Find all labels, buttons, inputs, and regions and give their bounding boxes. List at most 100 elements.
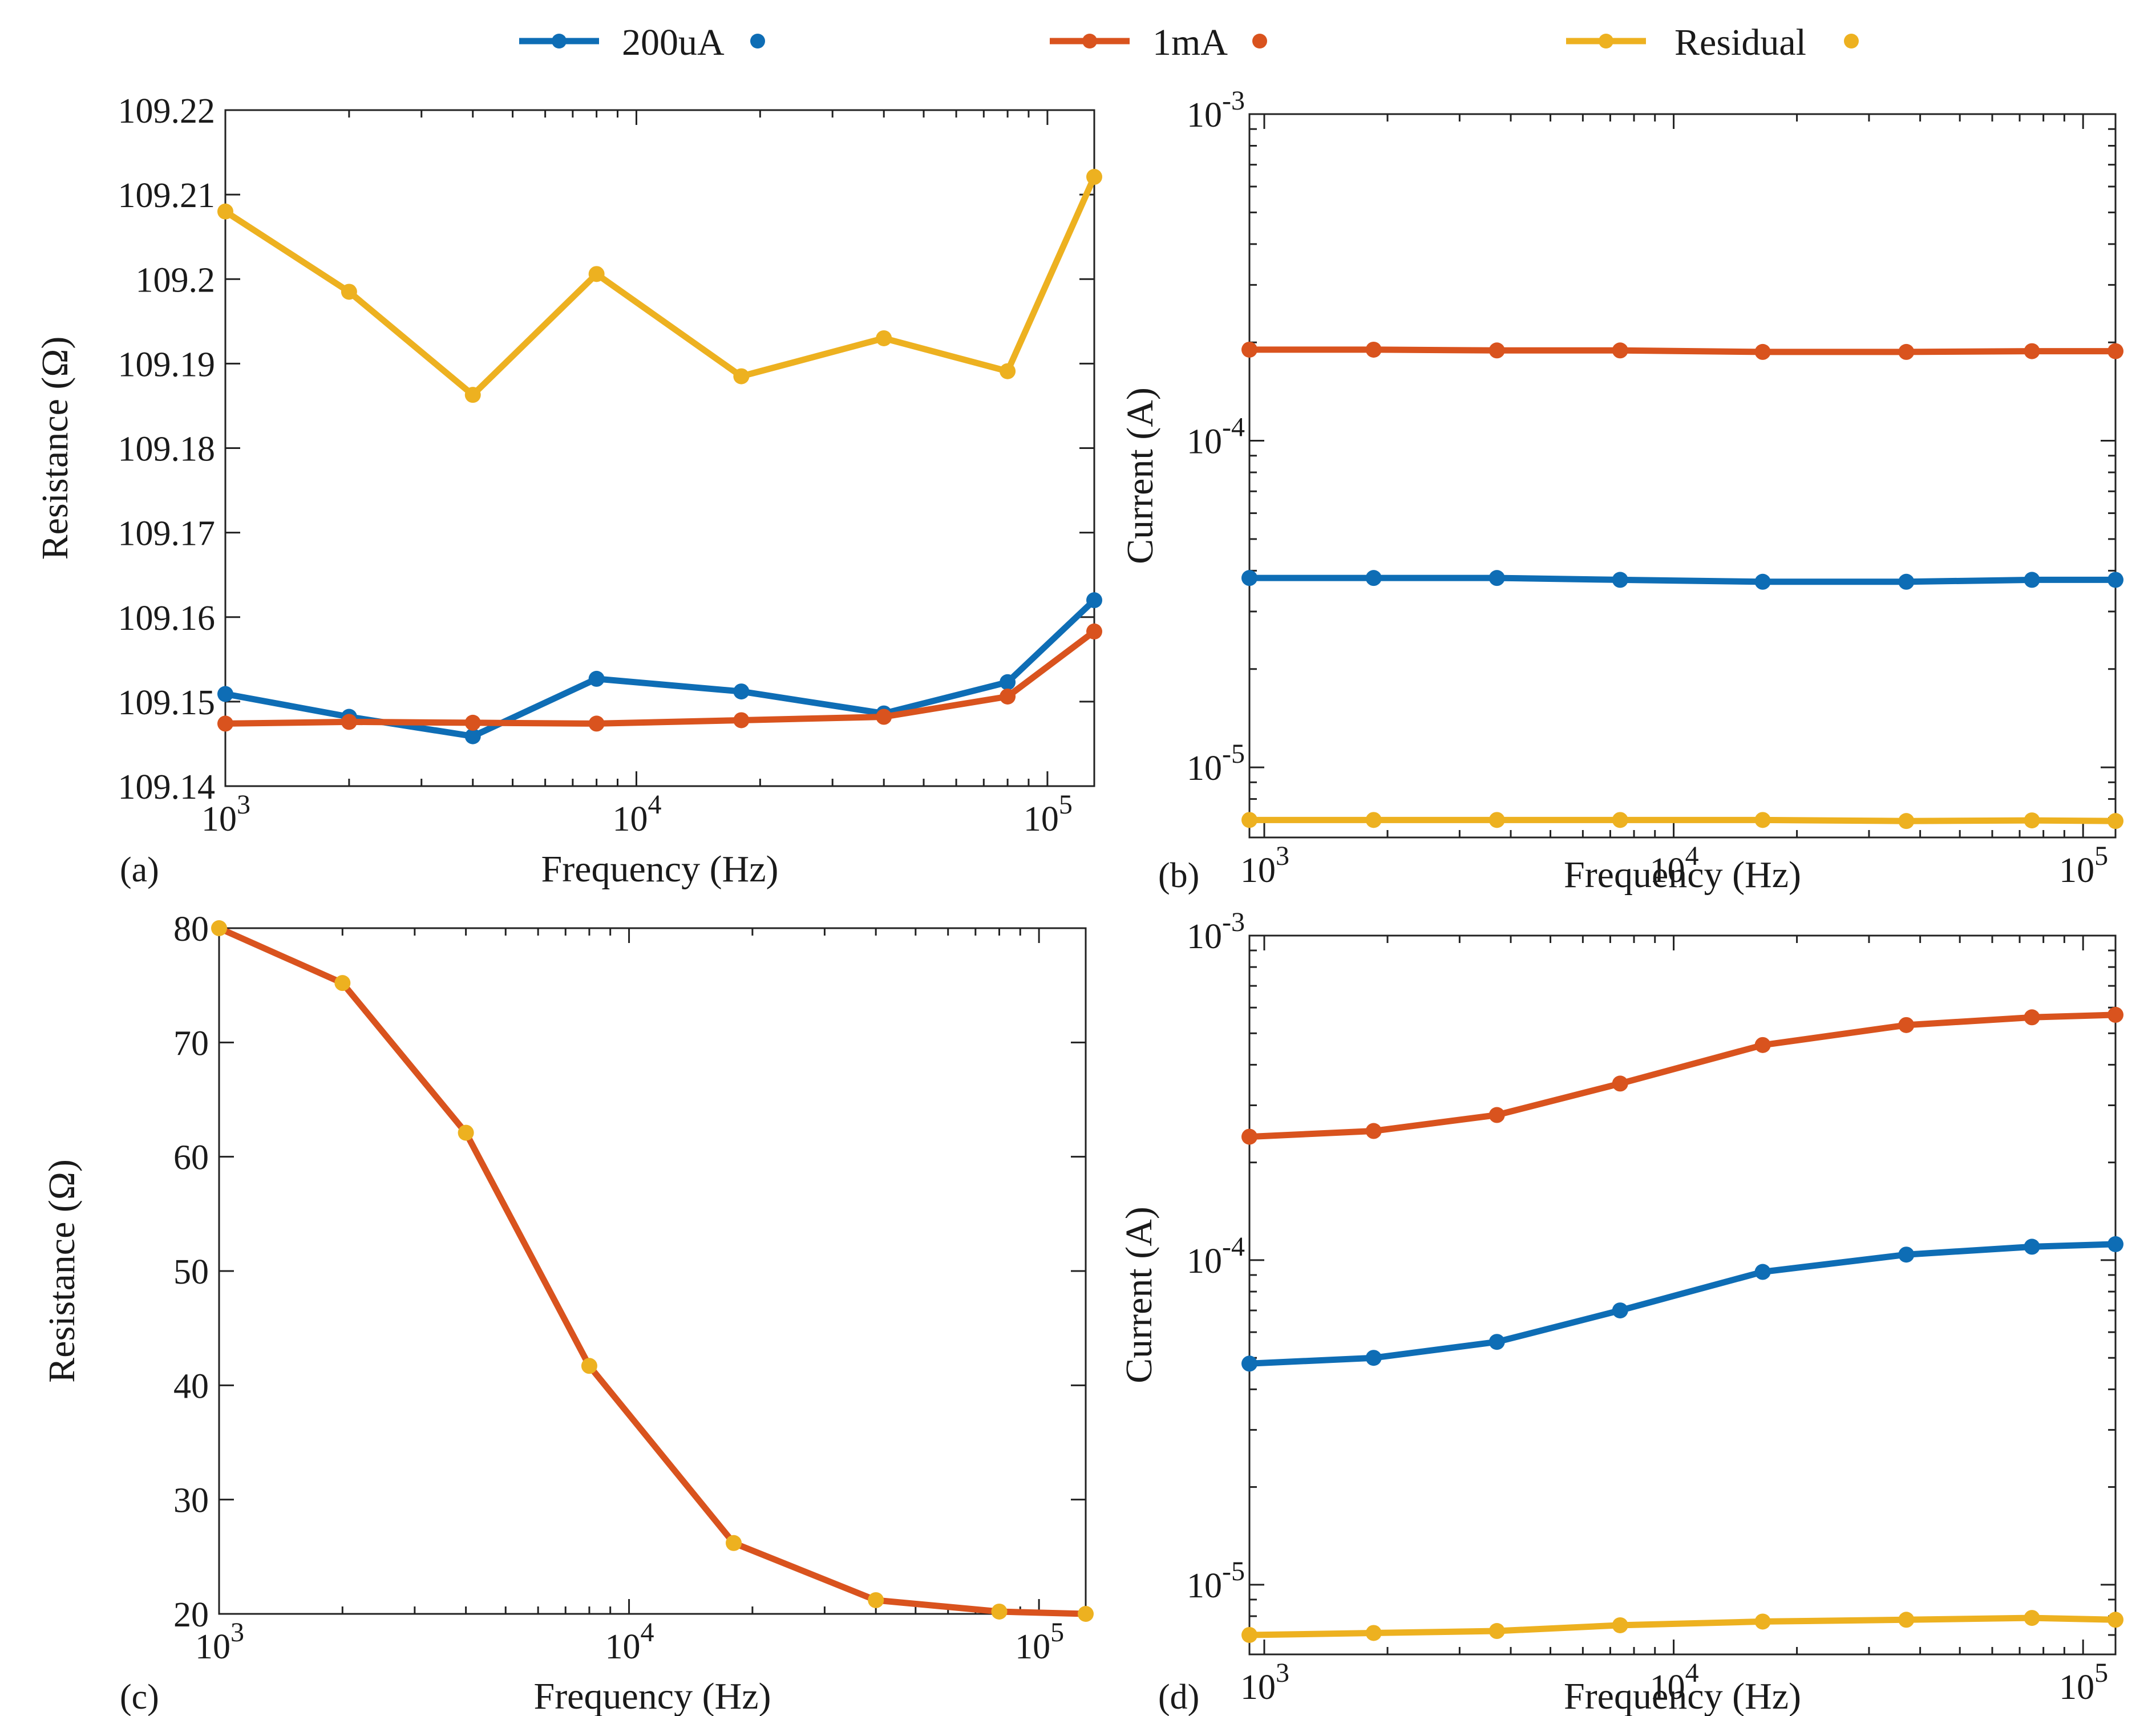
legend-label-residual: Residual (1674, 22, 1806, 63)
x-tick-label: 105 (1015, 1617, 1064, 1666)
panel-a: 103 104 105109.14109.15109.16109.17109.181… (34, 92, 1102, 890)
x-tick-label-exponent: 3 (1276, 841, 1289, 871)
x-tick-label-base: 10 (1015, 1628, 1050, 1666)
y-tick-label-exponent: -4 (1222, 1232, 1245, 1262)
series-line-200ua (1246, 574, 2119, 585)
y-tick-label: 50 (173, 1253, 209, 1292)
data-point-200ua (2108, 572, 2123, 588)
data-point-1ma (581, 1358, 597, 1374)
data-point-residual (733, 368, 750, 385)
series-line-1ma (1246, 346, 2119, 355)
data-point-residual (2108, 813, 2123, 829)
y-tick-label: 80 (173, 910, 209, 949)
data-point-200ua (1612, 572, 1628, 588)
x-tick-label-base: 10 (605, 1628, 641, 1666)
data-point-1ma (2108, 343, 2123, 359)
data-point-200ua (1898, 1246, 1915, 1263)
data-point-1ma (217, 715, 233, 732)
data-point-residual (1488, 812, 1505, 828)
data-point-1ma (1241, 1128, 1257, 1145)
series-residual (217, 169, 1102, 403)
data-point-residual (217, 203, 233, 220)
data-point-residual (1365, 1625, 1382, 1641)
data-point-1ma (2024, 343, 2040, 359)
data-point-200ua (1241, 1355, 1257, 1372)
x-tick-label-exponent: 5 (2094, 1658, 2108, 1688)
data-point-residual (2108, 1612, 2123, 1628)
legend: 200uA 1mA Residual (519, 22, 1859, 63)
x-tick-label-exponent: 5 (1059, 790, 1073, 820)
data-point-1ma (725, 1535, 742, 1551)
data-point-200ua (1488, 1334, 1505, 1350)
x-tick-label: 104 (1650, 1658, 1699, 1707)
legend-item-1ma: 1mA (1050, 22, 1267, 63)
data-point-1ma (868, 1592, 884, 1608)
x-tick-label-exponent: 5 (2094, 841, 2108, 871)
y-tick-label: 109.16 (118, 599, 216, 638)
data-point-1ma (1365, 1123, 1382, 1139)
x-tick-label-base: 10 (2059, 851, 2094, 890)
data-point-1ma (1488, 342, 1505, 359)
x-tick-label-base: 10 (612, 800, 648, 839)
x-axis-label: Frequency (Hz) (1564, 854, 1801, 896)
series-residual (1241, 812, 2123, 829)
series-line-residual (222, 173, 1098, 398)
panel-label: (d) (1158, 1678, 1199, 1716)
data-point-200ua (2024, 1239, 2040, 1255)
data-point-1ma (1754, 343, 1771, 360)
data-point-200ua (733, 683, 750, 700)
x-tick-label-exponent: 3 (1276, 1658, 1289, 1688)
data-point-1ma (1086, 623, 1102, 640)
x-tick-label: 105 (2059, 1658, 2108, 1707)
data-point-residual (1000, 363, 1016, 379)
data-point-residual (1898, 813, 1915, 829)
data-point-residual (588, 266, 605, 282)
series-1ma (1241, 1006, 2123, 1145)
series-line-200ua (1246, 1241, 2119, 1367)
data-point-200ua (2024, 572, 2040, 588)
data-point-1ma (1000, 688, 1016, 705)
legend-marker-standalone-1ma (1252, 34, 1267, 48)
data-point-residual (1898, 1612, 1915, 1628)
x-tick-label: 105 (2059, 841, 2108, 890)
legend-item-residual: Residual (1566, 22, 1859, 63)
y-tick-label-base: 10 (1187, 423, 1222, 462)
y-axis-label: Current (A) (1118, 1207, 1160, 1383)
x-tick-label-base: 10 (1650, 1668, 1685, 1707)
y-tick-label: 109.15 (118, 683, 216, 722)
x-tick-label-exponent: 4 (1685, 841, 1699, 871)
x-axis-label: Frequency (Hz) (534, 1675, 771, 1716)
x-tick-label: 104 (612, 790, 661, 839)
y-axis-label: Current (A) (1119, 387, 1161, 564)
data-point-200ua (217, 686, 233, 702)
x-axis-label: Frequency (Hz) (1564, 1675, 1801, 1716)
y-axis-label: Resistance (Ω) (41, 1159, 83, 1383)
y-tick-label-base: 10 (1187, 749, 1222, 788)
data-point-residual (1086, 169, 1102, 185)
data-point-residual (1241, 1626, 1257, 1643)
data-point-1ma (1754, 1037, 1771, 1053)
x-tick-label-base: 10 (1240, 851, 1276, 890)
x-tick-label-base: 10 (201, 800, 237, 839)
series-line-1ma (1246, 1011, 2119, 1140)
data-point-200ua (1754, 573, 1771, 590)
data-point-residual (1612, 812, 1628, 828)
series-200ua (1241, 570, 2123, 590)
data-point-1ma (211, 920, 227, 936)
x-tick-label-exponent: 4 (1685, 1658, 1699, 1688)
y-tick-label: 109.14 (118, 768, 216, 807)
data-point-1ma (458, 1124, 474, 1141)
series-200ua (1241, 1236, 2123, 1372)
data-point-residual (1365, 812, 1382, 828)
plot-frame (1248, 934, 2117, 1656)
data-point-1ma (1612, 342, 1628, 359)
x-tick-label-exponent: 5 (1050, 1617, 1064, 1648)
y-tick-label-base: 10 (1187, 1242, 1222, 1281)
data-point-1ma (1241, 341, 1257, 358)
legend-label-200ua: 200uA (622, 22, 725, 63)
series-line-residual (1246, 1614, 2119, 1638)
data-point-1ma (2108, 1006, 2123, 1023)
